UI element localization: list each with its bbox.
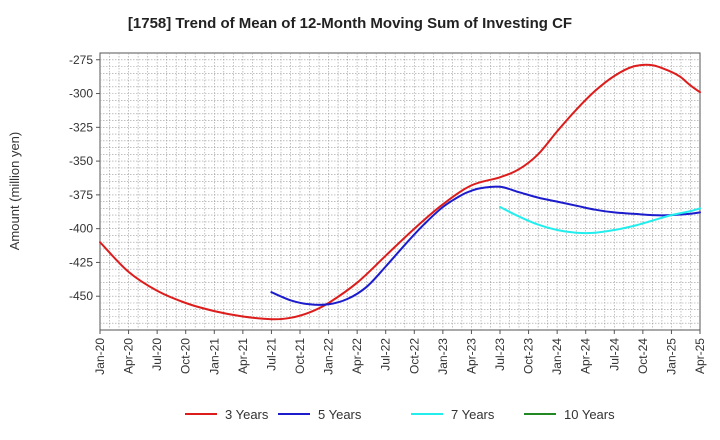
x-tick-label: Jul-20: [150, 338, 164, 371]
x-tick-label: Jan-22: [322, 338, 336, 375]
legend-label-5-years: 5 Years: [318, 407, 362, 422]
x-tick-label: Oct-24: [636, 338, 650, 374]
plot-area: [99, 52, 701, 331]
x-tick-label: Apr-23: [464, 338, 478, 374]
x-tick-label: Apr-22: [350, 338, 364, 374]
x-tick-label: Jul-22: [379, 338, 393, 371]
y-tick-label: -350: [69, 154, 93, 168]
x-tick-label: Oct-22: [407, 338, 421, 374]
series-line-3-years: [99, 63, 701, 321]
x-tick-label: Jul-24: [607, 338, 621, 371]
y-tick-label: -425: [69, 255, 93, 269]
x-tick-label: Jan-24: [550, 338, 564, 375]
y-tick-label: -450: [69, 289, 93, 303]
chart-title: [1758] Trend of Mean of 12-Month Moving …: [128, 15, 572, 32]
x-tick-label: Jul-23: [493, 338, 507, 371]
legend-label-10-years: 10 Years: [564, 407, 615, 422]
y-tick-label: -400: [69, 222, 93, 236]
series-line-5-years: [270, 185, 701, 306]
x-tick-label: Apr-20: [122, 338, 136, 374]
x-tick-label: Apr-21: [236, 338, 250, 374]
legend: 3 Years 5 Years 7 Years 10 Years: [185, 407, 615, 422]
y-axis: -275 -300 -325 -350 -375 -400 -425 -450: [69, 53, 100, 303]
x-tick-label: Jan-25: [664, 338, 678, 375]
x-tick-label: Apr-25: [693, 338, 707, 374]
x-tick-label: Jan-21: [207, 338, 221, 375]
x-tick-label: Jan-23: [436, 338, 450, 375]
x-axis: Jan-20 Apr-20 Jul-20 Oct-20 Jan-21 Apr-21 Jul-…: [93, 330, 707, 375]
x-tick-label: Oct-21: [293, 338, 307, 374]
y-axis-label: Amount (million yen): [7, 132, 22, 251]
legend-label-7-years: 7 Years: [451, 407, 495, 422]
grid-lines: [100, 53, 700, 330]
series-line-7-years: [499, 206, 701, 235]
series-lines: [99, 63, 701, 321]
y-tick-label: -375: [69, 188, 93, 202]
x-tick-label: Apr-24: [579, 338, 593, 374]
y-tick-label: -325: [69, 120, 93, 134]
x-tick-label: Oct-20: [179, 338, 193, 374]
y-tick-label: -300: [69, 87, 93, 101]
x-tick-label: Oct-23: [522, 338, 536, 374]
x-tick-label: Jul-21: [264, 338, 278, 371]
x-tick-label: Jan-20: [93, 338, 107, 375]
legend-label-3-years: 3 Years: [225, 407, 269, 422]
y-tick-label: -275: [69, 53, 93, 67]
